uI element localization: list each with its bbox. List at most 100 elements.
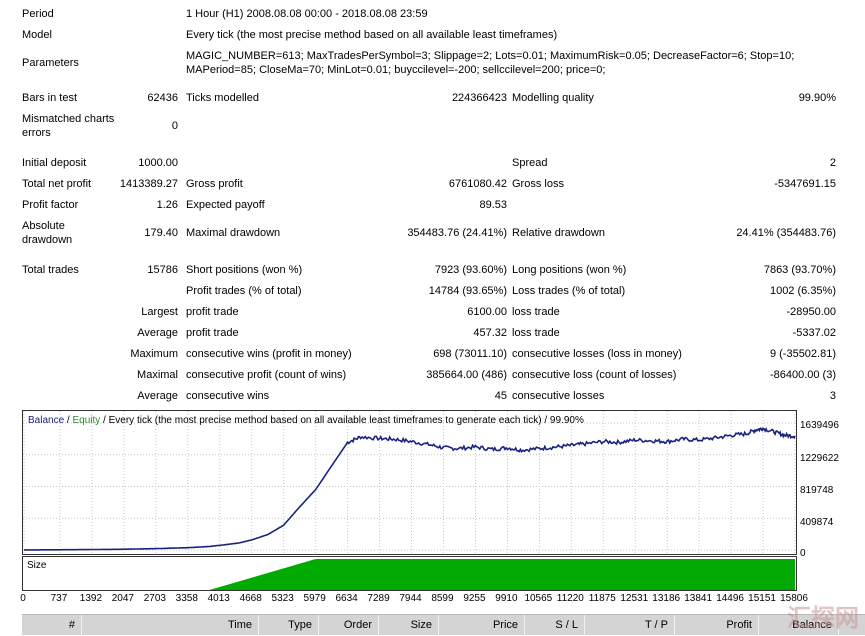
average-loss-label: loss trade [512,327,560,339]
x-tick-label: 14496 [716,593,744,604]
chart-title-separator: / [64,415,73,426]
y-tick-label: 409874 [800,517,834,528]
ticks-label: Ticks modelled [186,92,259,104]
balance-chart-plot [23,411,796,554]
column-header-number[interactable]: # [22,615,82,636]
x-tick-label: 4668 [239,593,262,604]
average-consecutive-wins-label: consecutive wins [186,390,270,402]
profit-trades-value: 14784 (93.65%) [428,285,507,297]
max-drawdown-value: 354483.76 (24.41%) [407,227,507,239]
x-tick-label: 4013 [207,593,230,604]
column-header-order[interactable]: Order [319,615,379,636]
long-positions-value: 7863 (93.70%) [763,264,836,276]
short-positions-value: 7923 (93.60%) [434,264,507,276]
gross-profit-value: 6761080.42 [448,178,507,190]
size-bars [209,559,795,590]
size-label: Size [27,560,47,571]
column-header-stop-loss[interactable]: S / L [525,615,585,636]
chart-title-balance: Balance [28,415,65,426]
expected-payoff-value: 89.53 [479,199,507,211]
parameters-line-1: MAGIC_NUMBER=613; MaxTradesPerSymbol=3; … [186,50,795,62]
average-profit-label: profit trade [186,327,239,339]
net-profit-label: Total net profit [22,178,92,190]
column-header-balance[interactable]: Balance [759,615,839,636]
period-label: Period [22,8,54,20]
model-label: Model [22,29,52,41]
max-drawdown-label: Maximal drawdown [186,227,281,239]
x-tick-label: 2703 [143,593,166,604]
rel-drawdown-value: 24.41% (354483.76) [736,227,836,239]
maximum-label: Maximum [130,348,178,360]
x-tick-label: 5323 [271,593,294,604]
x-tick-label: 5979 [303,593,326,604]
average-consecutive-label: Average [137,390,178,402]
abs-drawdown-label-2: drawdown [22,234,73,246]
chart-title-description: / Every tick (the most precise method ba… [100,415,584,426]
x-tick-label: 12531 [620,593,649,604]
x-tick-label: 9910 [495,593,518,604]
rel-drawdown-label: Relative drawdown [512,227,605,239]
bars-value: 62436 [147,92,178,104]
deposit-label: Initial deposit [22,157,87,169]
abs-drawdown-value: 179.40 [144,227,178,239]
max-consecutive-losses-label: consecutive losses (loss in money) [512,348,682,360]
balance-chart: Balance / Equity / Every tick (the most … [22,410,797,555]
x-tick-label: 0 [20,593,26,604]
column-header-time[interactable]: Time [82,615,259,636]
largest-loss-label: loss trade [512,306,560,318]
average-label: Average [137,327,178,339]
abs-drawdown-label-1: Absolute [22,220,65,232]
largest-loss-value: -28950.00 [786,306,836,318]
loss-trades-value: 1002 (6.35%) [769,285,836,297]
x-tick-label: 9255 [463,593,486,604]
average-consecutive-losses-value: 3 [829,390,836,402]
expected-payoff-label: Expected payoff [186,199,265,211]
column-header-type[interactable]: Type [259,615,319,636]
largest-profit-value: 6100.00 [467,306,507,318]
average-profit-value: 457.32 [473,327,507,339]
mismatch-label-1: Mismatched charts [22,113,115,125]
x-tick-label: 6634 [335,593,358,604]
balance-line [24,426,796,551]
y-tick-label: 819748 [800,485,834,496]
watermark-logo: 汇探网 [787,604,859,632]
gross-profit-label: Gross profit [186,178,243,190]
spread-value: 2 [829,157,836,169]
y-tick-label: 1229622 [800,453,839,464]
total-trades-label: Total trades [22,264,79,276]
max-consecutive-wins-value: 698 (73011.10) [433,348,507,360]
loss-trades-label: Loss trades (% of total) [512,285,626,297]
ticks-value: 224366423 [451,92,507,104]
y-tick-label: 0 [800,548,806,559]
largest-label: Largest [141,306,178,318]
y-tick-label: 1639496 [800,420,839,431]
column-header-take-profit[interactable]: T / P [585,615,675,636]
model-value: Every tick (the most precise method base… [186,29,558,41]
maximal-consecutive-profit-value: 385664.00 (486) [426,369,507,381]
x-tick-label: 13186 [652,593,681,604]
bars-label: Bars in test [22,92,78,104]
x-tick-label: 7944 [399,593,422,604]
column-header-price[interactable]: Price [439,615,525,636]
period-value: 1 Hour (H1) 2008.08.08 00:00 - 2018.08.0… [186,8,428,20]
x-tick-label: 1392 [79,593,103,604]
column-header-profit[interactable]: Profit [675,615,759,636]
x-tick-label: 13841 [684,593,713,604]
quality-label: Modelling quality [512,92,594,104]
parameters-line-2: MAPeriod=85; CloseMa=70; MinLot=0.01; bu… [186,64,606,76]
x-tick-label: 15806 [780,593,808,604]
mismatch-value: 0 [171,120,178,132]
quality-value: 99.90% [798,92,836,104]
spread-label: Spread [512,157,548,169]
size-panel: Size [22,556,797,591]
x-tick-label: 11220 [556,593,584,604]
max-consecutive-losses-value: 9 (-35502.81) [769,348,836,360]
maximal-label: Maximal [137,369,178,381]
column-header-size[interactable]: Size [379,615,439,636]
profit-factor-label: Profit factor [22,199,79,211]
net-profit-value: 1413389.27 [119,178,178,190]
x-tick-label: 737 [50,593,68,604]
maximal-consecutive-loss-label: consecutive loss (count of losses) [512,369,677,381]
x-tick-label: 8599 [431,593,454,604]
x-tick-label: 11875 [588,593,616,604]
